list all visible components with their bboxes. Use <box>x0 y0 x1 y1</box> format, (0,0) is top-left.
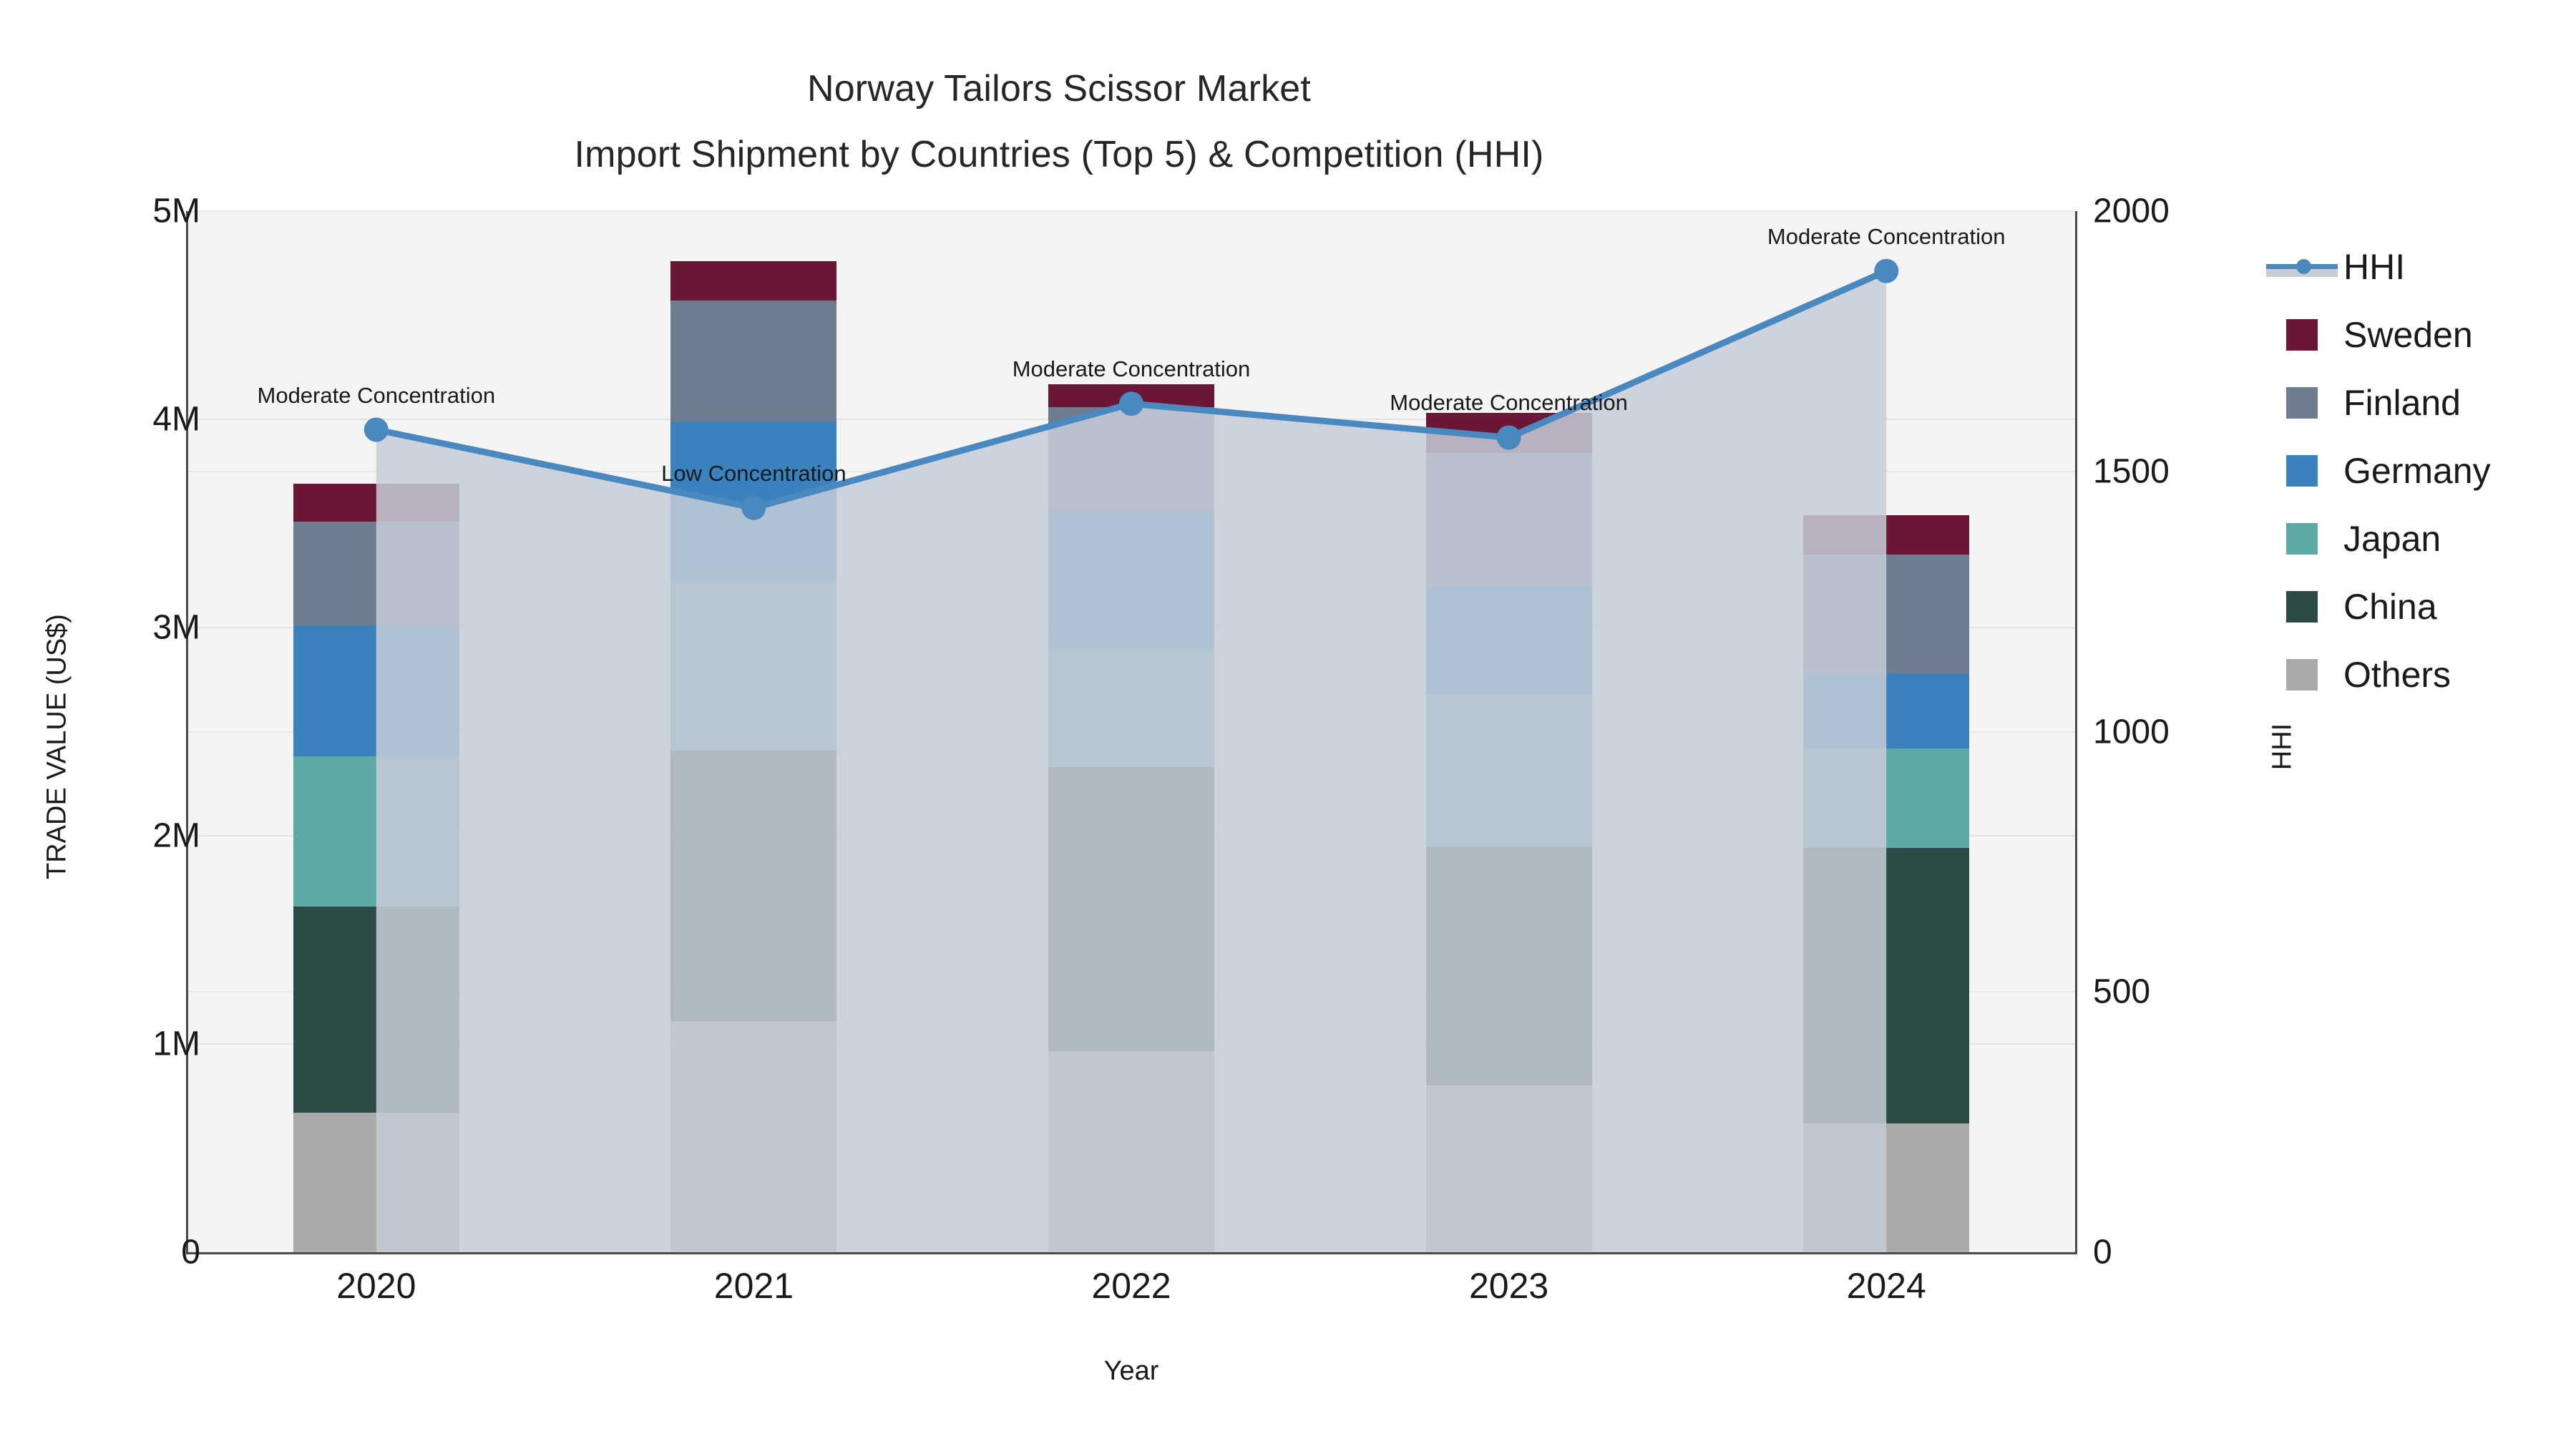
right-tick-label: 2000 <box>2093 192 2170 230</box>
left-tick-label: 3M <box>152 608 200 647</box>
chart-title: Norway Tailors Scissor Market Import Shi… <box>0 56 2118 187</box>
bar-segment-germany <box>1803 673 1970 748</box>
bar-segment-china <box>1048 766 1214 1052</box>
x-tick-label: 2022 <box>1091 1266 1171 1306</box>
legend-item-hhi[interactable]: HHI <box>2266 233 2572 301</box>
bar-segment-germany <box>1048 511 1214 651</box>
bar-segment-china <box>1803 848 1970 1123</box>
left-tick-label: 2M <box>152 816 200 855</box>
legend: HHI Sweden Finland Germany Japan China Others <box>2266 233 2572 708</box>
bar-segment-japan <box>1803 748 1970 849</box>
legend-swatch-icon <box>2286 658 2318 691</box>
left-axis-title: TRADE VALUE (US$) <box>42 614 72 879</box>
bar-segment-others <box>1803 1123 1970 1252</box>
bar-segment-japan <box>293 756 459 907</box>
left-tick-label: 5M <box>152 192 200 230</box>
hhi-annotation: Low Concentration <box>661 460 847 486</box>
bar-segment-finland <box>1803 555 1970 674</box>
legend-item-china[interactable]: China <box>2286 572 2572 640</box>
bar-segment-finland <box>1425 452 1592 586</box>
legend-item-label: Sweden <box>2343 314 2473 355</box>
right-tick-label: 500 <box>2093 972 2151 1011</box>
hhi-annotation: Moderate Concentration <box>1012 356 1251 382</box>
bar-segment-others <box>670 1021 837 1252</box>
x-tick-label: 2021 <box>713 1266 794 1306</box>
legend-item-others[interactable]: Others <box>2286 640 2572 708</box>
bar-segment-china <box>293 906 459 1113</box>
bar-segment-china <box>670 750 837 1021</box>
hhi-annotation: Moderate Concentration <box>1390 390 1628 416</box>
right-tick-label: 0 <box>2093 1233 2112 1272</box>
bar-segment-sweden <box>1425 413 1592 453</box>
x-axis-title: Year <box>1103 1356 1159 1386</box>
legend-item-label: China <box>2343 586 2437 627</box>
legend-item-label: Others <box>2343 654 2451 695</box>
right-tick-label: 1500 <box>2093 452 2170 491</box>
legend-swatch-icon <box>2286 318 2318 351</box>
legend-item-germany[interactable]: Germany <box>2286 436 2572 504</box>
bar-segment-sweden <box>293 484 459 522</box>
bar-stack <box>670 211 837 1252</box>
bar-segment-sweden <box>1048 384 1214 407</box>
left-tick-label: 1M <box>152 1025 200 1063</box>
bar-segment-others <box>1425 1085 1592 1252</box>
legend-item-label: HHI <box>2343 246 2406 287</box>
bar-segment-others <box>1048 1051 1214 1252</box>
left-tick-label: 0 <box>181 1233 200 1272</box>
right-tick-label: 1000 <box>2093 713 2170 751</box>
legend-item-label: Finland <box>2343 382 2461 423</box>
legend-item-label: Japan <box>2343 518 2441 559</box>
bar-stack <box>1425 211 1592 1252</box>
left-tick-label: 4M <box>152 400 200 439</box>
bar-stack <box>293 211 459 1252</box>
bar-segment-finland <box>293 521 459 626</box>
bar-segment-finland <box>670 301 837 421</box>
bar-segment-china <box>1425 846 1592 1086</box>
bar-segment-japan <box>1048 650 1214 767</box>
bar-segment-sweden <box>670 260 837 301</box>
legend-swatch-icon <box>2286 386 2318 419</box>
chart-title-line-2: Import Shipment by Countries (Top 5) & C… <box>574 134 1544 175</box>
chart-title-line-1: Norway Tailors Scissor Market <box>806 68 1312 109</box>
legend-swatch-icon <box>2286 590 2318 623</box>
bar-segment-germany <box>1425 585 1592 695</box>
right-axis-spine <box>2075 211 2077 1254</box>
bar-segment-germany <box>670 421 837 582</box>
x-tick-label: 2023 <box>1468 1266 1549 1306</box>
x-tick-label: 2024 <box>1846 1266 1926 1306</box>
bar-segment-japan <box>1425 694 1592 847</box>
bar-segment-others <box>293 1113 459 1252</box>
bar-segment-sweden <box>1803 514 1970 555</box>
bottom-axis-spine <box>186 1252 2077 1254</box>
hhi-annotation: Moderate Concentration <box>257 382 496 408</box>
hhi-annotation: Moderate Concentration <box>1767 223 2006 249</box>
legend-swatch-icon <box>2286 454 2318 487</box>
bar-segment-japan <box>670 582 837 751</box>
bar-segment-finland <box>1048 406 1214 512</box>
legend-item-japan[interactable]: Japan <box>2286 504 2572 572</box>
legend-item-finland[interactable]: Finland <box>2286 369 2572 436</box>
legend-swatch-icon <box>2286 522 2318 555</box>
legend-item-sweden[interactable]: Sweden <box>2286 301 2572 369</box>
legend-item-label: Germany <box>2343 450 2491 491</box>
left-axis-spine <box>186 211 188 1254</box>
bar-segment-germany <box>293 625 459 757</box>
legend-line-icon <box>2266 251 2338 283</box>
x-tick-label: 2020 <box>336 1266 416 1306</box>
bar-stack <box>1803 211 1970 1252</box>
